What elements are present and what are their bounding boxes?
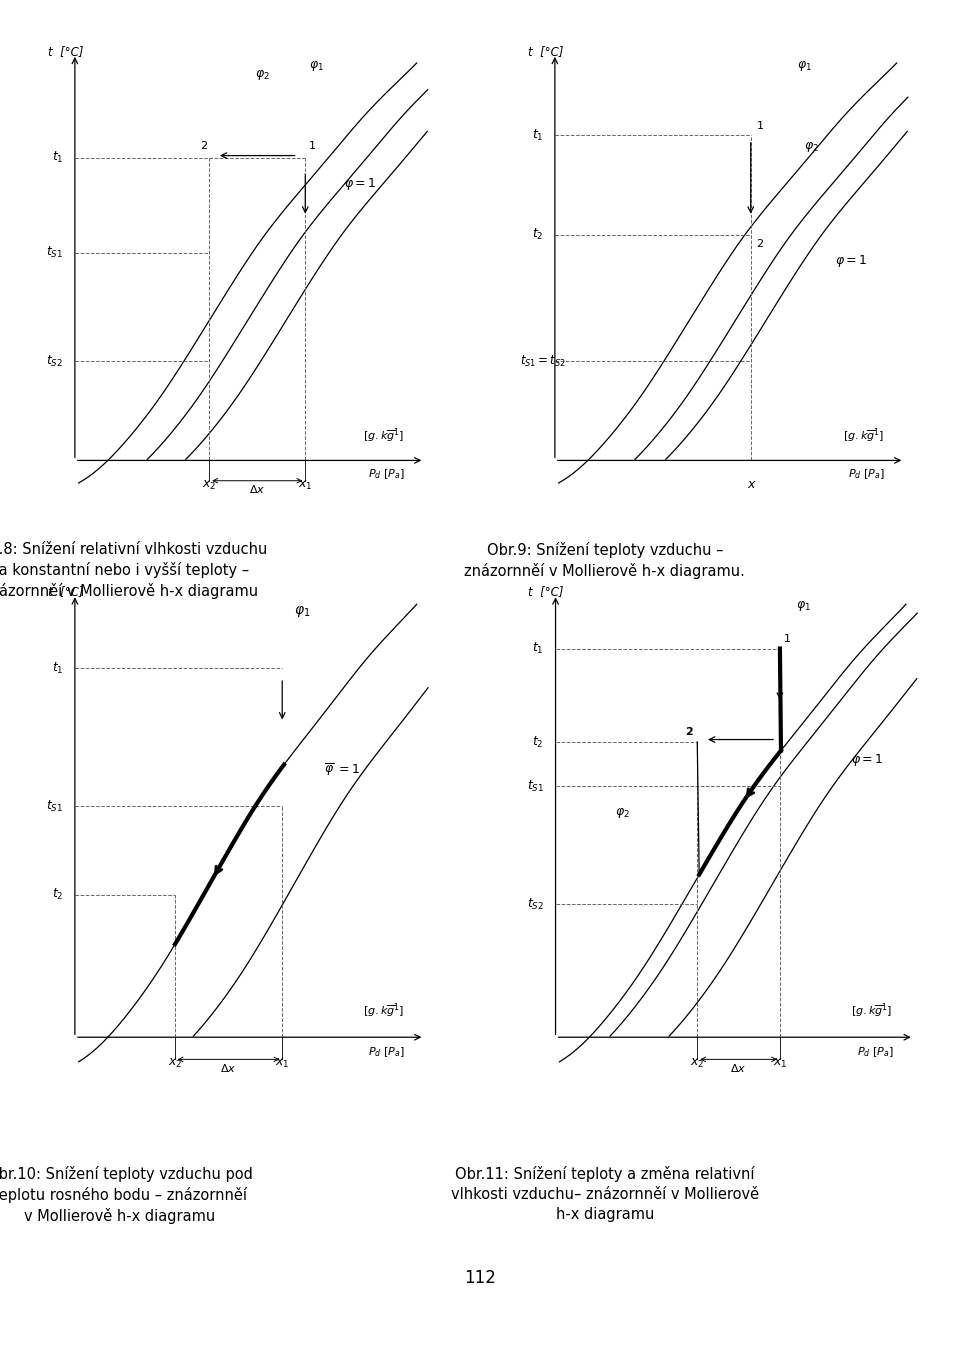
Text: $t_1$: $t_1$ [532, 640, 543, 656]
Text: $\varphi_1$: $\varphi_1$ [309, 58, 324, 73]
Text: $t_1$: $t_1$ [532, 128, 543, 143]
Text: $t_2$: $t_2$ [52, 887, 63, 902]
Text: $\varphi =1$: $\varphi =1$ [344, 175, 376, 191]
Text: Obr.8: Snížení relativní vlhkosti vzduchu
za konstantní nebo i vyšší teploty –
z: Obr.8: Snížení relativní vlhkosti vzduch… [0, 542, 267, 600]
Text: t  [°C]: t [°C] [528, 585, 564, 597]
Text: $\overline{\varphi}\ =1$: $\overline{\varphi}\ =1$ [324, 762, 361, 778]
Text: $t_{S2}$: $t_{S2}$ [46, 353, 63, 368]
Text: $x_1$: $x_1$ [773, 1057, 787, 1070]
Text: $[g.k\overline{g}^1]$: $[g.k\overline{g}^1]$ [851, 1002, 892, 1020]
Text: 1: 1 [309, 142, 316, 151]
Text: Obr.11: Snížení teploty a změna relativní
vlhkosti vzduchu– znázornněí v Mollier: Obr.11: Snížení teploty a změna relativn… [451, 1166, 758, 1221]
Text: $t_2$: $t_2$ [532, 226, 543, 243]
Text: t  [°C]: t [°C] [48, 585, 84, 597]
Text: $x_1$: $x_1$ [298, 479, 313, 492]
Text: $\varphi_2$: $\varphi_2$ [804, 140, 819, 154]
Text: 2: 2 [685, 727, 693, 737]
Text: 112: 112 [464, 1270, 496, 1287]
Text: $x_2$: $x_2$ [690, 1057, 705, 1070]
Text: $\varphi_1$: $\varphi_1$ [294, 604, 310, 619]
Text: $\varphi_1$: $\varphi_1$ [797, 58, 812, 73]
Text: $P_d\ [P_a]$: $P_d\ [P_a]$ [368, 1046, 405, 1060]
Text: $x_2$: $x_2$ [203, 479, 216, 492]
Text: $t_{S1}$: $t_{S1}$ [526, 779, 543, 794]
Text: $[g.k\overline{g}^1]$: $[g.k\overline{g}^1]$ [363, 1002, 404, 1020]
Text: $t_{S2}$: $t_{S2}$ [527, 896, 543, 913]
Text: $t_{S1}$: $t_{S1}$ [46, 245, 63, 260]
Text: $\varphi_1$: $\varphi_1$ [796, 600, 810, 613]
Text: $P_d\ [P_a]$: $P_d\ [P_a]$ [368, 466, 405, 481]
Text: 1: 1 [783, 634, 791, 643]
Text: t  [°C]: t [°C] [48, 44, 84, 58]
Text: $t_{S1}=t_{S2}$: $t_{S1}=t_{S2}$ [520, 353, 566, 368]
Text: $\varphi =1$: $\varphi =1$ [835, 252, 868, 268]
Text: $[g.k\overline{g}^1]$: $[g.k\overline{g}^1]$ [843, 426, 884, 445]
Text: Obr.10: Snížení teploty vzduchu pod
teplotu rosného bodu – znázornněí
v Molliero: Obr.10: Snížení teploty vzduchu pod tepl… [0, 1166, 252, 1224]
Text: 2: 2 [201, 142, 207, 151]
Text: Obr.9: Snížení teploty vzduchu –
znázornněí v Mollierově h-x diagramu.: Obr.9: Snížení teploty vzduchu – znázorn… [465, 542, 745, 580]
Text: $t_{S1}$: $t_{S1}$ [46, 798, 63, 814]
Text: $x_1$: $x_1$ [275, 1057, 290, 1070]
Text: $t_1$: $t_1$ [52, 150, 63, 166]
Text: t  [°C]: t [°C] [528, 44, 564, 58]
Text: x: x [747, 479, 755, 492]
Text: $P_d\ [P_a]$: $P_d\ [P_a]$ [848, 466, 885, 481]
Text: 2: 2 [756, 239, 763, 249]
Text: $\Delta x$: $\Delta x$ [221, 1062, 236, 1074]
Text: $\Delta x$: $\Delta x$ [250, 483, 265, 495]
Text: $\varphi =1$: $\varphi =1$ [851, 752, 883, 768]
Text: $t_2$: $t_2$ [532, 735, 543, 749]
Text: $\varphi_2$: $\varphi_2$ [255, 67, 270, 81]
Text: $\varphi_2$: $\varphi_2$ [614, 806, 630, 820]
Text: $[g.k\overline{g}^1]$: $[g.k\overline{g}^1]$ [363, 426, 404, 445]
Text: $P_d\ [P_a]$: $P_d\ [P_a]$ [857, 1046, 894, 1060]
Text: $t_1$: $t_1$ [52, 661, 63, 675]
Text: 1: 1 [756, 121, 763, 131]
Text: $\Delta x$: $\Delta x$ [731, 1062, 747, 1074]
Text: $x_2$: $x_2$ [168, 1057, 181, 1070]
